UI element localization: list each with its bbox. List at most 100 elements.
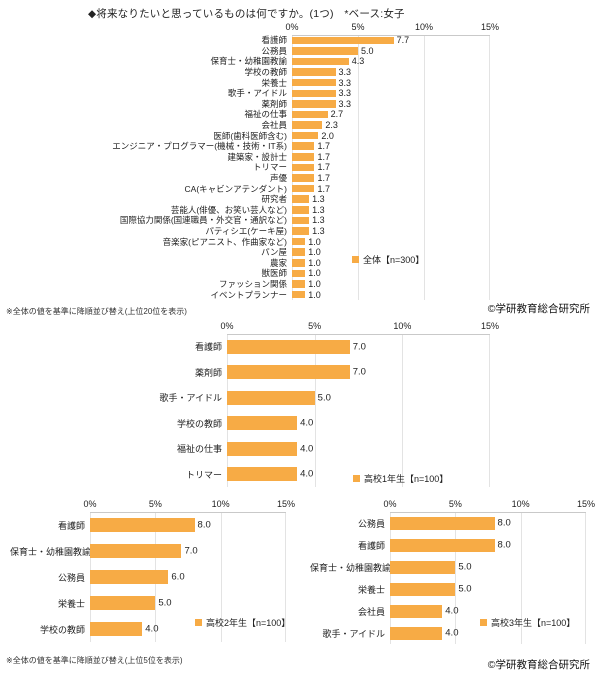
bar (292, 195, 310, 203)
chart-grade3: 0% 5% 10% 15% 公務員 8.0 看護師 8.0 保育士・幼稚園教諭 5.0 栄養士 5.… (310, 499, 595, 644)
bar-row: 歌手・アイドル 4.0 (310, 622, 586, 644)
value-label: 8.0 (497, 517, 511, 529)
category-label: 歌手・アイドル (322, 628, 385, 639)
bar-zone: 4.0 (390, 626, 586, 640)
bar-zone: 5.0 (390, 560, 586, 574)
bar-row: 栄養士 5.0 (310, 578, 586, 600)
bar-zone: 1.7 (292, 162, 490, 173)
bar (390, 582, 456, 596)
bar-row: 学校の教師 4.0 (135, 411, 490, 437)
gridline (520, 513, 522, 644)
value-label: 1.0 (308, 268, 321, 279)
value-label: 1.3 (312, 225, 325, 236)
bar-row: 薬剤師 3.3 (12, 99, 490, 110)
bar-row: パティシエ(ケーキ屋) 1.3 (12, 226, 490, 237)
category-label: 学校の教師 (244, 67, 287, 78)
bar-zone: 4.0 (227, 467, 490, 482)
value-label: 8.0 (497, 539, 511, 551)
value-label: 5.0 (317, 392, 331, 404)
gridline (489, 335, 490, 487)
value-label: 2.3 (325, 120, 338, 131)
bar-row: パン屋 1.0 (12, 247, 490, 258)
legend: 全体【n=300】 (352, 253, 424, 266)
bar (292, 57, 349, 66)
category-label: エンジニア・プログラマー(機械・技術・IT系) (112, 141, 287, 152)
category-label: 保育士・幼稚園教諭 (210, 56, 287, 67)
bar-zone: 7.7 (292, 35, 490, 45)
category-label: 歌手・アイドル (159, 393, 222, 404)
chart-grade1: 0% 5% 10% 15% 看護師 7.0 薬剤師 7.0 歌手・アイドル 5.0 学校の教師 4.… (135, 321, 499, 487)
bar-zone: 1.3 (292, 215, 490, 225)
bar-row: 公務員 6.0 (10, 564, 286, 590)
bar-row: 福祉の仕事 4.0 (135, 436, 490, 462)
bar (292, 100, 336, 108)
value-label: 5.0 (360, 45, 374, 56)
bar-row: ファッション関係 1.0 (12, 279, 490, 290)
chart-title: ◆将来なりたいと思っているものは何ですか。(1つ) *ベース:女子 (88, 8, 405, 20)
category-label: 声優 (269, 173, 287, 184)
bar-row: 公務員 5.0 (12, 46, 490, 57)
bar-row: 保育士・幼稚園教諭 4.3 (12, 56, 490, 67)
x-axis: 0% 5% 10% 15% (285, 22, 499, 35)
bar-row: 栄養士 3.3 (12, 77, 490, 88)
bar-row: 会社員 2.3 (12, 120, 490, 131)
x-axis-tick: 10% (414, 22, 433, 32)
bar-row: 国際協力関係(国連職員・外交官・通訳など) 1.3 (12, 215, 490, 226)
bar-zone: 7.0 (227, 365, 490, 380)
category-label: 栄養士 (261, 77, 287, 88)
bar-row: 研究者 1.3 (12, 194, 490, 205)
bar (292, 280, 306, 288)
value-label: 1.7 (317, 151, 330, 162)
bar-row: トリマー 4.0 (135, 462, 490, 488)
value-label: 6.0 (171, 571, 185, 583)
value-label: 3.3 (338, 77, 352, 88)
bar-zone: 1.0 (292, 257, 490, 268)
category-label: 公務員 (261, 45, 287, 56)
bar-zone: 1.3 (292, 205, 490, 215)
legend: 高校2年生【n=100】 (195, 616, 290, 629)
x-axis-tick: 5% (448, 499, 462, 509)
bar-zone: 2.7 (292, 109, 490, 120)
gridline (227, 335, 228, 487)
bar-row: エンジニア・プログラマー(機械・技術・IT系) 1.7 (12, 141, 490, 152)
bar-zone: 1.0 (292, 247, 490, 257)
bar-zone: 1.0 (292, 290, 490, 300)
category-label: 学校の教師 (39, 624, 85, 635)
value-label: 4.0 (445, 627, 459, 639)
bar-row: 看護師 7.7 (12, 35, 490, 46)
category-label: 国際協力関係(国連職員・外交官・通訳など) (119, 215, 287, 226)
x-axis-tick: 10% (211, 499, 230, 509)
value-label: 4.0 (300, 443, 314, 455)
bar-row: 建築家・設計士 1.7 (12, 152, 490, 163)
value-label: 3.3 (338, 88, 352, 99)
bar (292, 47, 358, 55)
gridline (489, 36, 490, 300)
chart-rows: 看護師 7.0 薬剤師 7.0 歌手・アイドル 5.0 学校の教師 4.0 福祉の仕事 4.0 トリ… (135, 334, 490, 487)
gridline (402, 335, 404, 487)
bar (292, 174, 315, 182)
plot-area: 公務員 8.0 看護師 8.0 保育士・幼稚園教諭 5.0 栄養士 5.0 会社員 4.0 歌手・ア… (310, 512, 586, 644)
x-axis-tick: 5% (351, 22, 365, 32)
bar (227, 467, 298, 482)
value-label: 2.7 (330, 109, 344, 120)
value-label: 4.0 (300, 468, 314, 480)
bar-zone: 6.0 (90, 570, 286, 584)
bar (292, 36, 394, 45)
category-label: 看護師 (194, 342, 222, 353)
bar-zone: 7.0 (227, 339, 490, 354)
chart-grade2: 0% 5% 10% 15% 看護師 8.0 保育士・幼稚園教諭 7.0 公務員 6.0 栄養士 5.… (10, 499, 295, 642)
value-label: 1.7 (317, 162, 330, 173)
bar (292, 153, 315, 161)
bar-row: 歌手・アイドル 3.3 (12, 88, 490, 99)
legend-marker-icon (353, 475, 360, 482)
x-axis-tick: 15% (576, 499, 596, 509)
bar-row: イベントプランナー 1.0 (12, 289, 490, 300)
value-label: 1.7 (317, 141, 330, 152)
category-label: 音楽家(ピアニスト、作曲家など) (162, 236, 287, 247)
bar (90, 570, 169, 584)
bar-zone: 1.7 (292, 151, 490, 162)
chart-rows: 看護師 8.0 保育士・幼稚園教諭 7.0 公務員 6.0 栄養士 5.0 学校の教師 4.0 (10, 512, 286, 642)
value-label: 1.0 (308, 257, 321, 268)
plot-area: 看護師 7.0 薬剤師 7.0 歌手・アイドル 5.0 学校の教師 4.0 福祉の仕事 4.0 トリ… (135, 334, 490, 487)
category-label: 栄養士 (357, 584, 385, 595)
